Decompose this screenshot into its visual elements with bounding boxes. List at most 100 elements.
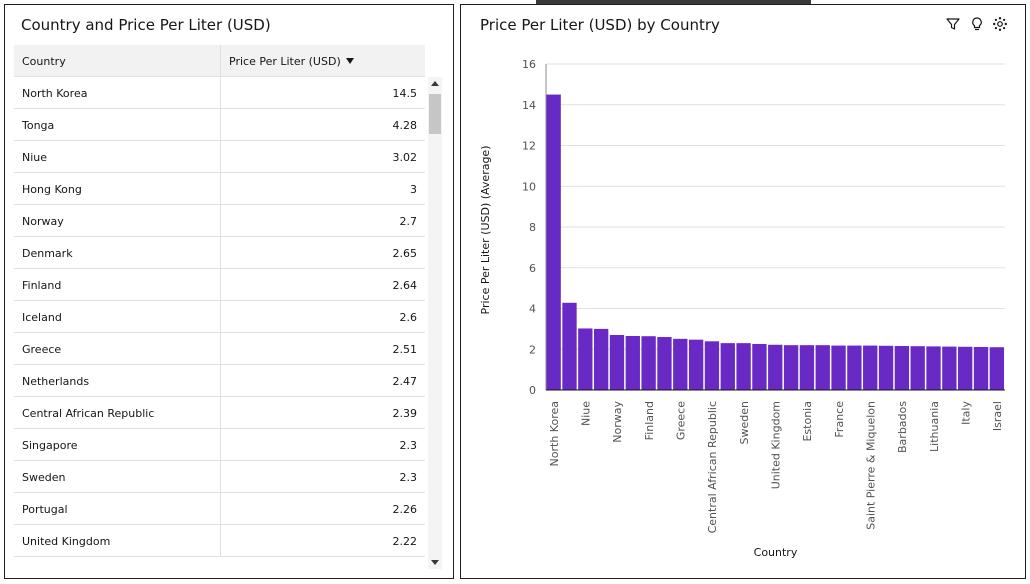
bar[interactable] [688,339,704,390]
chart-panel: 0 2 4 6 8 10 12 14 16 North Korea Niue Norway Finlan… [460,4,1026,579]
bar[interactable] [752,343,767,390]
column-divider [220,269,221,301]
settings-icon[interactable] [992,16,1008,32]
bar[interactable] [894,345,910,390]
bar[interactable] [768,344,783,390]
scroll-up-arrow-icon[interactable] [431,81,439,86]
cell-price: 2.22 [392,535,418,548]
bar[interactable] [783,345,799,390]
x-tick-label: Central African Republic [706,401,719,533]
table-row[interactable]: Greece 2.51 [14,333,425,365]
table-row[interactable]: North Korea 14.5 [14,77,425,109]
bar[interactable] [926,346,941,390]
bar[interactable] [593,328,609,390]
column-divider [220,493,221,525]
bar[interactable] [641,336,656,390]
column-divider [220,461,221,493]
column-divider [220,429,221,461]
table-panel-title: Country and Price Per Liter (USD) [21,16,271,34]
cell-country: Iceland [22,311,62,324]
insight-bulb-icon[interactable] [969,16,985,32]
cell-country: Finland [22,279,62,292]
table-row[interactable]: Niue 3.02 [14,141,425,173]
cell-price: 2.47 [392,375,418,388]
table-row[interactable]: Netherlands 2.47 [14,365,425,397]
x-tick-label: Sweden [738,401,751,444]
cell-country: North Korea [22,87,88,100]
table-row[interactable]: Finland 2.64 [14,269,425,301]
column-divider [220,109,221,141]
bar[interactable] [657,337,672,390]
bar[interactable] [831,345,846,390]
column-divider [220,205,221,237]
cell-country: Netherlands [22,375,90,388]
bar[interactable] [704,341,720,390]
cell-country: Norway [22,215,64,228]
y-tick-label: 2 [529,343,536,356]
cell-country: Singapore [22,439,78,452]
y-tick-label: 14 [522,99,536,112]
cell-country: Portugal [22,503,68,516]
table-row[interactable]: Norway 2.7 [14,205,425,237]
x-axis-title: Country [754,546,798,559]
x-tick-label: Lithuania [928,401,941,452]
table-row[interactable]: Central African Republic 2.39 [14,397,425,429]
x-tick-label: Norway [611,401,624,443]
bar[interactable] [609,334,625,390]
column-header-country[interactable]: Country [22,55,66,68]
table-row[interactable]: Tonga 4.28 [14,109,425,141]
bar[interactable] [578,328,593,390]
bar[interactable] [720,343,735,390]
table-row[interactable]: Singapore 2.3 [14,429,425,461]
bar[interactable] [958,346,973,390]
table-row[interactable]: Hong Kong 3 [14,173,425,205]
cell-country: Central African Republic [22,407,155,420]
column-header-price[interactable]: Price Per Liter (USD) [229,45,354,77]
bar[interactable] [673,338,688,390]
cell-price: 4.28 [392,119,418,132]
column-header-price-label: Price Per Liter (USD) [229,55,341,68]
x-tick-label: Greece [675,401,688,440]
column-divider [220,141,221,173]
y-tick-label: 10 [522,180,536,193]
bar[interactable] [546,94,561,390]
cell-price: 2.6 [399,311,418,324]
cell-price: 2.7 [399,215,418,228]
y-axis-title: Price Per Liter (USD) (Average) [479,146,492,315]
bar[interactable] [625,336,640,390]
column-divider [220,237,221,269]
cell-price: 2.51 [392,343,418,356]
column-divider [220,365,221,397]
y-tick-label: 0 [529,384,536,397]
cell-price: 3 [410,183,417,196]
bar[interactable] [973,347,989,390]
table-row[interactable]: Portugal 2.26 [14,493,425,525]
scrollbar-thumb[interactable] [429,94,441,134]
cell-country: Tonga [22,119,55,132]
bar[interactable] [815,345,830,390]
x-tick-label: Estonia [801,401,814,442]
bar[interactable] [863,345,878,390]
table-row[interactable]: United Kingdom 2.22 [14,525,425,557]
table-row[interactable]: Sweden 2.3 [14,461,425,493]
bar[interactable] [847,345,862,390]
bar[interactable] [989,347,1004,390]
x-tick-label: North Korea [548,401,561,466]
bar[interactable] [799,345,815,390]
bar[interactable] [878,345,894,390]
cell-price: 2.65 [392,247,418,260]
filter-icon[interactable] [945,16,961,32]
bar[interactable] [910,346,925,390]
x-tick-label: Saint Pierre & Miquelon [864,401,877,530]
x-tick-label: United Kingdom [770,401,783,489]
bar-chart: 0 2 4 6 8 10 12 14 16 North Korea Niue Norway Finlan… [479,58,1005,559]
table-row[interactable]: Denmark 2.65 [14,237,425,269]
table-scrollbar[interactable] [428,77,442,569]
table-row[interactable]: Iceland 2.6 [14,301,425,333]
bar[interactable] [736,343,751,390]
scroll-down-arrow-icon[interactable] [431,560,439,565]
bar[interactable] [942,346,957,390]
cell-price: 2.3 [399,439,418,452]
bar[interactable] [562,302,577,390]
sort-descending-icon[interactable] [345,58,354,64]
